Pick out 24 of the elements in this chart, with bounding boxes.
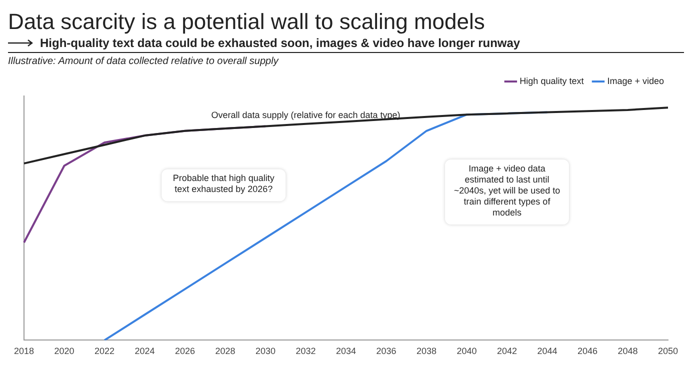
x-tick-label: 2036 <box>376 346 396 356</box>
x-tick-label: 2040 <box>456 346 477 356</box>
x-tick-label: 2042 <box>496 346 518 356</box>
annotation: Probable that high quality text exhausted by 2026? <box>172 173 275 194</box>
x-tick-label: 2018 <box>14 346 34 356</box>
x-tick-label: 2034 <box>336 346 356 356</box>
x-tick-label: 2024 <box>134 346 155 356</box>
x-tick-label: 2048 <box>618 346 638 356</box>
x-tick-label: 2044 <box>537 346 558 356</box>
legend-label: High quality text <box>520 76 584 86</box>
chart-subtitle: High-quality text data could be exhausted soon, images & video have longer runway <box>40 36 520 50</box>
x-tick-label: 2028 <box>215 346 236 356</box>
text: Illustrative: Amount of data collected relative to overall supply <box>8 56 280 67</box>
x-tick-label: 2032 <box>296 346 316 356</box>
x-tick-label: 2038 <box>416 346 437 356</box>
annotation: Image + video data estimated to last until ~2040s, yet will be used to train different types of models <box>454 163 560 218</box>
legend-label: Image + video <box>607 76 664 86</box>
chart-title: Data scarcity is a potential wall to scaling models <box>8 8 486 36</box>
x-tick-label: 2030 <box>255 346 276 356</box>
x-tick-label: 2022 <box>94 346 115 356</box>
x-tick-label: 2020 <box>54 346 74 356</box>
x-tick-label: 2050 <box>658 346 678 356</box>
x-tick-label: 2026 <box>174 346 196 356</box>
x-tick-label: 2046 <box>577 346 598 356</box>
